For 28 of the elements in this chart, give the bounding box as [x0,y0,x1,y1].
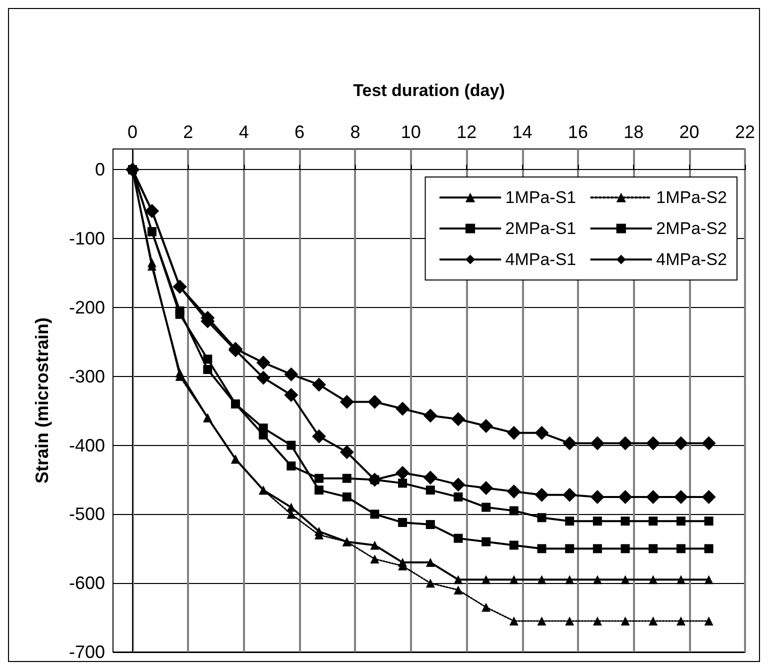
y-tick-label: 0 [94,160,105,180]
x-tick-label: 16 [568,122,588,142]
legend-label: 2MPa-S1 [505,219,576,238]
x-tick-label: 8 [350,122,360,142]
y-tick-label: -600 [68,573,105,594]
legend-label: 4MPa-S1 [505,250,576,269]
legend-label: 2MPa-S2 [656,219,728,238]
y-tick-label: -400 [68,435,105,456]
y-tick-label: -300 [68,366,105,386]
y-tick-label: -200 [68,297,105,318]
x-tick-label: 20 [679,122,700,142]
x-tick-label: 12 [456,122,477,142]
y-axis-title: Strain (microstrain) [32,317,52,484]
legend-label: 1MPa-S2 [656,188,728,207]
x-tick-label: 0 [127,122,138,142]
y-tick-label: -700 [68,642,105,662]
x-tick-label: 4 [238,122,249,142]
x-tick-label: 18 [624,122,644,142]
x-tick-label: 6 [294,122,305,142]
x-tick-label: 22 [734,122,756,142]
y-tick-label: -500 [68,504,105,524]
legend-label: 1MPa-S1 [505,188,576,207]
x-tick-label: 2 [183,122,194,142]
x-axis-title: Test duration (day) [353,81,505,100]
x-tick-label: 10 [400,122,421,142]
y-tick-label: -100 [68,228,105,249]
x-tick-label: 14 [512,122,532,142]
legend-label: 4MPa-S2 [656,250,728,269]
